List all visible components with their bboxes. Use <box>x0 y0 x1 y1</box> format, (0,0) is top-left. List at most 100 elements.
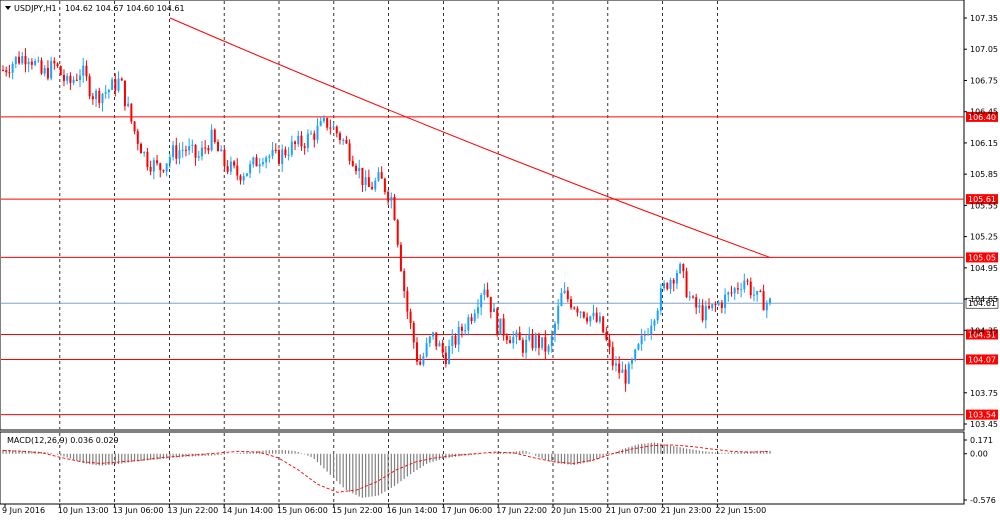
level-tag-label: 105.61 <box>968 195 996 204</box>
candle-body <box>123 80 126 107</box>
candle-body <box>746 280 749 282</box>
candle-body <box>425 343 428 357</box>
candle-body <box>226 166 229 172</box>
macd-tick-label: 0.00 <box>970 450 988 459</box>
candle-body <box>11 64 14 73</box>
candle-body <box>528 334 531 340</box>
candle-body <box>679 264 682 274</box>
candle-body <box>24 56 27 65</box>
candle-body <box>88 76 91 97</box>
candle-body <box>621 369 624 373</box>
candle-body <box>306 133 309 148</box>
candle-body <box>284 149 287 156</box>
candle-body <box>303 146 306 148</box>
candle-body <box>441 343 444 353</box>
candle-body <box>669 279 672 289</box>
candle-body <box>79 75 82 81</box>
candle-body <box>422 356 425 365</box>
candle-body <box>659 288 662 311</box>
candle-body <box>281 149 284 164</box>
price-panel[interactable] <box>0 0 965 431</box>
candle-body <box>114 79 117 91</box>
candle-body <box>377 172 380 181</box>
candle-body <box>2 70 4 72</box>
candle-body <box>178 150 181 159</box>
candle-body <box>512 336 515 344</box>
candle-body <box>287 154 290 156</box>
candle-body <box>72 79 75 83</box>
candle-body <box>329 127 332 129</box>
candle-body <box>136 131 139 144</box>
candle-body <box>509 340 512 344</box>
candle-body <box>627 363 630 384</box>
level-tag <box>966 354 998 365</box>
candle-body <box>438 343 441 347</box>
chart-header[interactable]: USDJPY,H1 104.62 104.67 104.60 104.61 <box>5 4 185 13</box>
candle-body <box>701 305 704 321</box>
candle-body <box>537 335 540 348</box>
candle-body <box>672 279 675 284</box>
candle-body <box>473 313 476 322</box>
candle-body <box>316 125 319 140</box>
candle-body <box>675 273 678 284</box>
candle-body <box>43 67 46 74</box>
candle-body <box>252 157 255 165</box>
candle-body <box>691 296 694 298</box>
candle-body <box>592 312 595 317</box>
candle-body <box>191 144 194 147</box>
candle-body <box>355 165 358 172</box>
candle-body <box>348 143 351 161</box>
price-tick-label: 106.15 <box>970 139 998 148</box>
candle-body <box>255 157 258 167</box>
candle-body <box>541 337 544 348</box>
candle-body <box>557 305 560 324</box>
level-tag <box>966 329 998 340</box>
support-resistance-levels: 106.40 105.61 105.05 104.31 104.07 103.54 104.… <box>1 111 999 420</box>
candle-body <box>637 344 640 350</box>
candle-body <box>560 293 563 306</box>
candle-body <box>518 332 521 341</box>
candlesticks <box>2 48 771 392</box>
time-tick-label: 10 Jun 13:00 <box>58 506 109 515</box>
candle-body <box>730 292 733 294</box>
candle-body <box>364 177 367 186</box>
candle-body <box>268 156 271 158</box>
candle-body <box>708 305 711 309</box>
candle-body <box>217 142 220 152</box>
price-tick-label: 107.35 <box>970 14 998 23</box>
candle-body <box>486 289 489 297</box>
candle-body <box>277 150 280 164</box>
price-tick-label: 105.25 <box>970 233 998 242</box>
candle-body <box>496 308 499 335</box>
candle-body <box>159 163 162 171</box>
candle-body <box>34 60 37 65</box>
current-price-label: 104.61 <box>968 299 996 308</box>
candle-body <box>743 280 746 290</box>
macd-panel[interactable] <box>0 431 965 505</box>
candle-body <box>653 320 656 326</box>
candle-body <box>493 308 496 313</box>
candle-body <box>740 289 743 291</box>
time-tick-label: 9 Jun 2016 <box>2 506 45 515</box>
candle-body <box>345 139 348 144</box>
candle-body <box>714 304 717 306</box>
ohlc-label: 104.62 104.67 104.60 104.61 <box>65 4 185 13</box>
candle-body <box>505 335 508 341</box>
candle-body <box>547 345 550 352</box>
time-tick-label: 13 Jun 22:00 <box>167 506 218 515</box>
candle-body <box>598 316 601 322</box>
candle-body <box>56 63 59 67</box>
price-tick-label: 104.65 <box>970 295 998 304</box>
candle-body <box>586 317 589 322</box>
time-tick-label: 21 Jun 07:00 <box>606 506 657 515</box>
candle-body <box>104 92 107 94</box>
candle-body <box>618 363 621 373</box>
candle-body <box>204 147 207 149</box>
time-tick-label: 13 Jun 06:00 <box>113 506 164 515</box>
candle-body <box>30 61 33 65</box>
current-price-tag <box>965 297 999 309</box>
price-tick-label: 103.45 <box>970 420 998 429</box>
triangle-down-icon[interactable] <box>5 6 11 10</box>
candle-body <box>525 339 528 353</box>
